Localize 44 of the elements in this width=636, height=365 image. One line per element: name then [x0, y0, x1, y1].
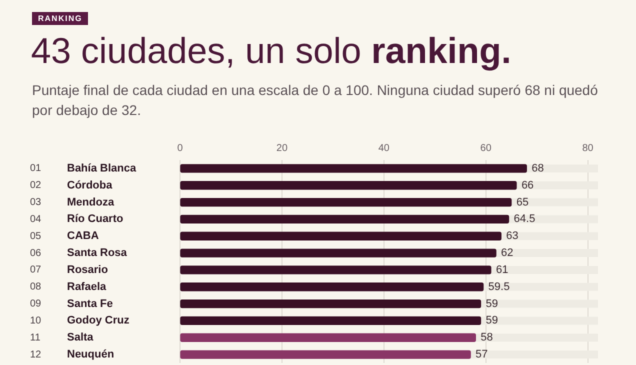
- y-tick-label: Rosario: [67, 264, 108, 276]
- data-label: 59.5: [488, 280, 510, 293]
- text: 02: [30, 180, 42, 192]
- data-label: 57: [476, 348, 488, 361]
- text: 03: [30, 197, 42, 208]
- y-tick-label: Godoy Cruz: [67, 314, 130, 327]
- text: 11: [30, 332, 41, 344]
- data-label: 59: [486, 298, 498, 310]
- text: 06: [30, 248, 42, 259]
- y-tick-label: Córdoba: [67, 179, 114, 192]
- y-tick-label: Neuquén: [67, 348, 114, 361]
- x-tick-label: 60: [480, 142, 492, 154]
- y-tick-label: Santa Rosa: [67, 247, 128, 260]
- data-label: 58: [480, 332, 493, 344]
- data-label: 68: [532, 162, 544, 174]
- text: 08: [30, 282, 42, 293]
- x-tick-label: 80: [582, 142, 594, 154]
- y-tick-label: Bahía Blanca: [67, 162, 137, 174]
- text: 07: [30, 264, 42, 276]
- y-tick-label: Salta: [67, 332, 94, 344]
- text: 10: [30, 315, 42, 326]
- y-tick-label: Santa Fe: [67, 298, 113, 310]
- data-label: 66: [521, 179, 534, 192]
- y-tick-label: Rafaela: [67, 280, 108, 293]
- text: 09: [30, 298, 42, 310]
- data-label: 63: [506, 230, 518, 242]
- data-label: 64.5: [514, 213, 536, 226]
- y-tick-label: Mendoza: [67, 196, 115, 208]
- x-tick-label: 20: [276, 142, 288, 154]
- y-tick-label: CABA: [67, 230, 99, 242]
- data-label: 59: [486, 314, 498, 327]
- text: 04: [30, 214, 42, 225]
- x-tick-label: 40: [378, 142, 390, 154]
- chart-subtitle: Puntaje final de cada ciudad en una escala de 0 a 100. Ninguna ciudad superó 68 ni quedó por debajo de 32.: [32, 81, 599, 120]
- text: 01: [30, 163, 42, 174]
- chart-title: 43 ciudades, un solo ranking.: [31, 30, 512, 72]
- text: 05: [30, 230, 42, 242]
- y-tick-label: Río Cuarto: [67, 213, 124, 226]
- data-label: 61: [496, 264, 508, 276]
- data-label: 62: [501, 247, 514, 260]
- text: RANKING: [32, 12, 88, 25]
- x-tick-label: 0: [177, 142, 184, 154]
- data-label: 65: [516, 196, 529, 208]
- text: 12: [30, 349, 42, 360]
